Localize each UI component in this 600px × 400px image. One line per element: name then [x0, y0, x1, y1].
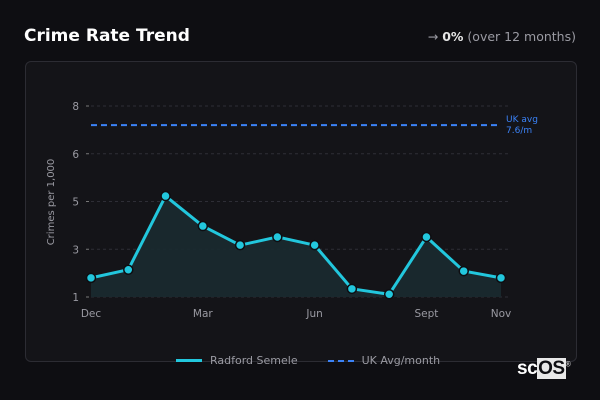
data-point	[346, 283, 358, 295]
data-point	[234, 239, 246, 251]
chart-card	[25, 61, 577, 362]
trend-summary: → 0% (over 12 months)	[428, 29, 576, 44]
data-point	[197, 220, 209, 232]
legend-label-uk-avg[interactable]: UK Avg/month	[361, 354, 441, 367]
data-point	[272, 231, 283, 243]
uk-avg-value-label: 7.6/m	[506, 126, 532, 136]
legend-label-series[interactable]: Radford Semele	[210, 354, 298, 367]
data-point	[309, 239, 320, 251]
x-tick-label: Nov	[491, 308, 512, 320]
series-line	[90, 194, 502, 296]
y-tick-label: 1	[72, 292, 79, 304]
trend-value: 0%	[442, 29, 464, 44]
data-point	[160, 190, 171, 202]
x-tick-label: Sept	[414, 308, 438, 320]
trend-period: (over 12 months)	[467, 29, 576, 44]
data-point	[383, 289, 395, 300]
data-point	[458, 265, 469, 277]
uk-avg-label: UK avg	[506, 115, 538, 125]
y-axis-label: Crimes per 1,000	[46, 159, 57, 246]
y-tick-label: 8	[72, 101, 79, 113]
scos-logo: scOS®	[517, 358, 571, 379]
series-area	[91, 196, 501, 297]
x-tick-label: Mar	[193, 308, 213, 320]
trend-arrow-icon: →	[427, 29, 439, 44]
legend-swatch-series	[176, 359, 202, 362]
data-point	[123, 264, 134, 275]
legend: Radford Semele UK Avg/month	[176, 354, 440, 367]
legend-swatch-uk-avg	[327, 359, 354, 362]
x-tick-label: Jun	[305, 308, 322, 320]
x-tick-label: Dec	[81, 308, 102, 320]
y-tick-label: 5	[72, 197, 79, 209]
data-point	[495, 272, 507, 284]
data-point	[421, 231, 432, 243]
data-point	[85, 272, 97, 284]
y-tick-label: 6	[72, 149, 79, 161]
chart-title: Crime Rate Trend	[24, 26, 190, 46]
y-tick-label: 3	[72, 244, 79, 256]
